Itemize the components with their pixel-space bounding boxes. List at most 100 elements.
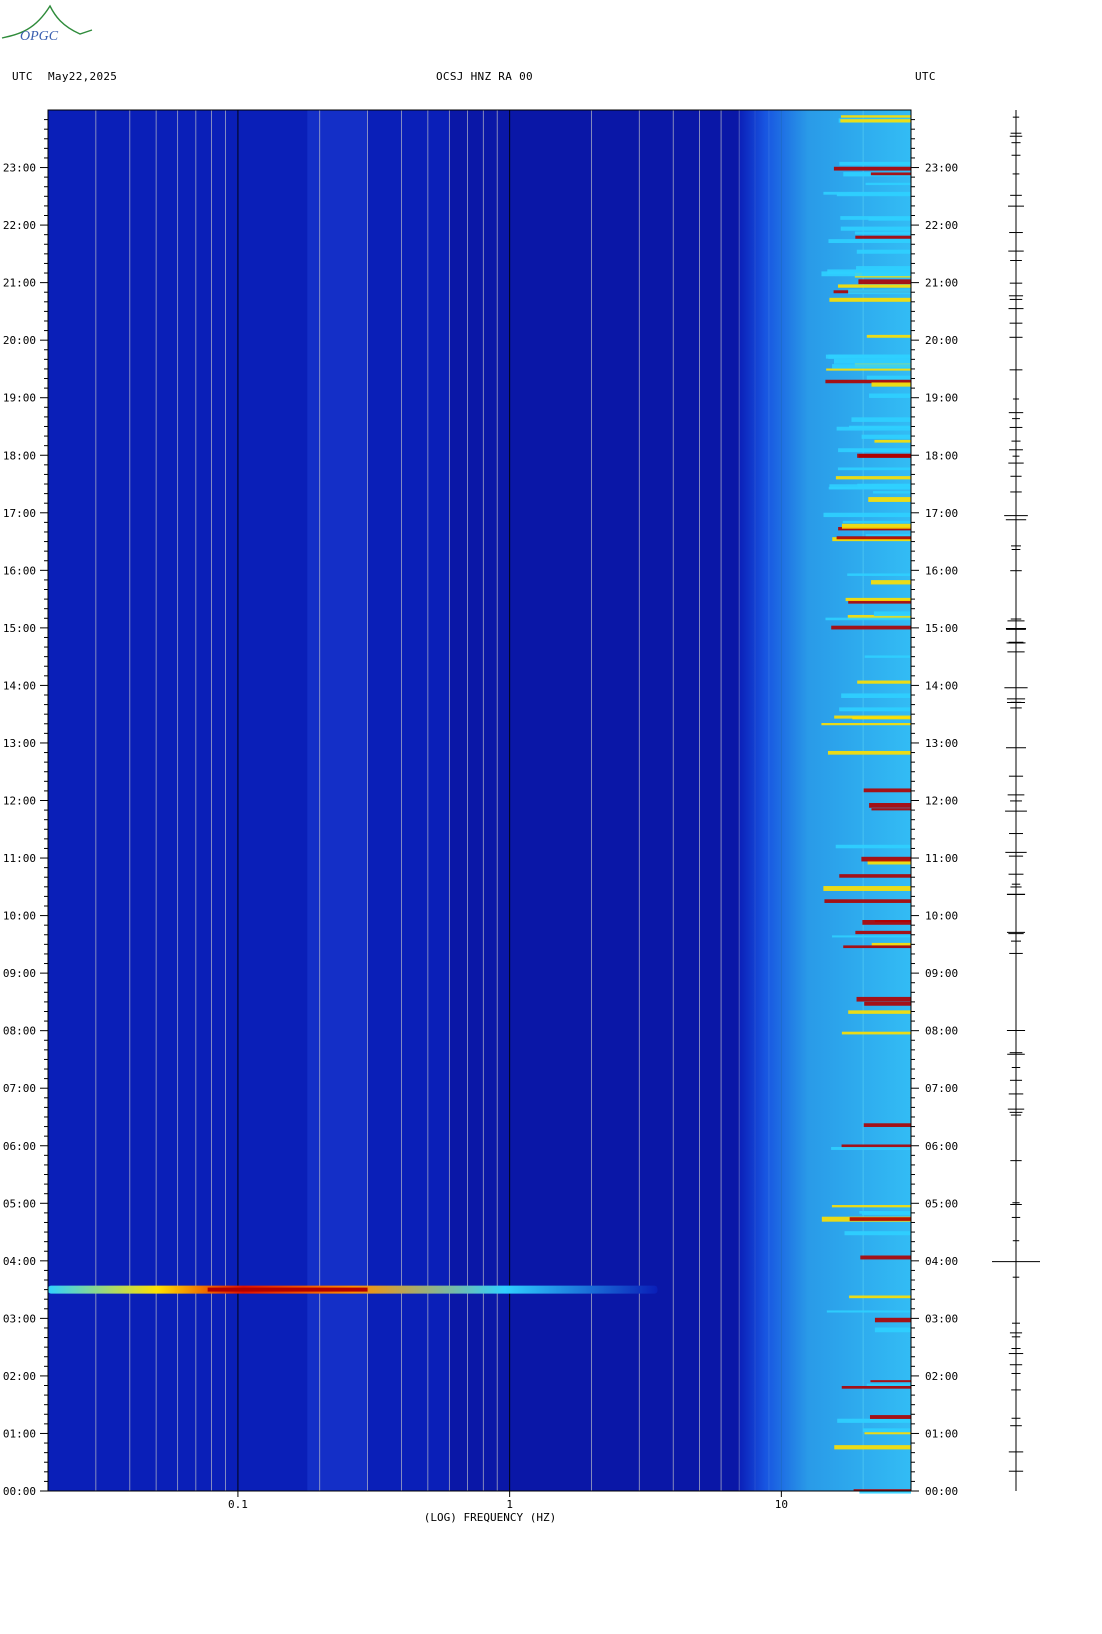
y-tick-label-left: 19:00	[3, 392, 36, 405]
activity-streak	[869, 1415, 911, 1419]
activity-streak	[821, 723, 911, 726]
activity-streak	[840, 119, 911, 123]
activity-streak	[824, 899, 911, 903]
y-tick-label-right: 08:00	[925, 1025, 958, 1038]
y-tick-label-right: 04:00	[925, 1255, 958, 1268]
activity-streak	[825, 379, 911, 384]
x-tick-label: 0.1	[228, 1498, 248, 1511]
activity-streak	[838, 448, 911, 453]
activity-streak	[826, 368, 911, 371]
y-tick-label-left: 18:00	[3, 449, 36, 462]
y-tick-label-left: 22:00	[3, 219, 36, 232]
activity-streak	[837, 467, 911, 471]
activity-streak	[862, 272, 911, 276]
activity-streak	[823, 512, 911, 518]
y-tick-label-left: 07:00	[3, 1082, 36, 1095]
activity-streak	[855, 235, 911, 239]
activity-streak	[859, 1490, 911, 1494]
y-tick-label-right: 19:00	[925, 392, 958, 405]
y-tick-label-right: 16:00	[925, 564, 958, 577]
activity-streak	[841, 1385, 911, 1389]
activity-streak	[863, 1123, 911, 1127]
activity-streak	[825, 617, 911, 621]
y-tick-label-right: 21:00	[925, 277, 958, 290]
y-tick-label-right: 02:00	[925, 1370, 958, 1383]
y-tick-label-left: 01:00	[3, 1427, 36, 1440]
y-tick-label-right: 10:00	[925, 910, 958, 923]
activity-streak	[874, 1317, 911, 1323]
high-frequency-noise-band	[739, 110, 911, 1494]
y-tick-label-left: 08:00	[3, 1025, 36, 1038]
y-tick-label-left: 17:00	[3, 507, 36, 520]
activity-streak	[871, 942, 911, 946]
y-tick-label-right: 20:00	[925, 334, 958, 347]
microseism-band	[307, 110, 368, 1491]
y-tick-label-right: 05:00	[925, 1197, 958, 1210]
y-tick-label-right: 09:00	[925, 967, 958, 980]
activity-streak	[831, 1205, 911, 1208]
activity-streak	[831, 625, 911, 630]
y-tick-label-right: 18:00	[925, 449, 958, 462]
activity-streak	[843, 945, 911, 949]
activity-streak	[834, 1445, 911, 1450]
y-tick-label-left: 06:00	[3, 1140, 36, 1153]
y-tick-label-left: 15:00	[3, 622, 36, 635]
y-axis-right: 00:00 01:00 02:00 03:00 04:00 05:00 06:00 07:00…	[911, 119, 958, 1498]
activity-streak	[840, 226, 911, 231]
right-timezone-label: UTC	[915, 70, 936, 83]
activity-streak	[838, 526, 911, 531]
date-label: May22,2025	[48, 70, 118, 83]
activity-streak	[836, 536, 911, 540]
activity-streak	[861, 1211, 911, 1216]
y-tick-label-left: 12:00	[3, 795, 36, 808]
y-tick-label-left: 02:00	[3, 1370, 36, 1383]
activity-streak	[841, 1144, 911, 1149]
events-layer	[48, 1285, 658, 1294]
activity-streak	[870, 1380, 911, 1383]
activity-streak	[845, 597, 911, 602]
activity-streak	[866, 1383, 911, 1386]
x-axis: 0.1 1 10	[228, 1491, 788, 1511]
activity-streak	[844, 1231, 911, 1236]
activity-streak	[823, 886, 911, 891]
activity-streak	[874, 439, 911, 443]
activity-streak	[870, 580, 911, 585]
y-tick-label-left: 13:00	[3, 737, 36, 750]
activity-streak	[864, 1001, 911, 1006]
activity-streak	[865, 182, 911, 186]
activity-streak	[841, 1031, 911, 1035]
activity-streak	[864, 655, 911, 658]
activity-streak	[828, 239, 911, 244]
y-tick-label-right: 12:00	[925, 795, 958, 808]
y-tick-label-left: 09:00	[3, 967, 36, 980]
activity-streak	[866, 334, 911, 338]
activity-streak	[848, 1010, 911, 1014]
y-tick-label-right: 01:00	[925, 1427, 958, 1440]
y-tick-label-right: 00:00	[925, 1485, 958, 1498]
y-tick-label-left: 14:00	[3, 679, 36, 692]
activity-streak	[823, 191, 911, 195]
activity-streak	[847, 614, 911, 620]
activity-streak	[832, 364, 911, 369]
activity-streak	[856, 996, 911, 1002]
y-tick-label-left: 05:00	[3, 1197, 36, 1210]
y-tick-label-left: 11:00	[3, 852, 36, 865]
y-tick-label-right: 13:00	[925, 737, 958, 750]
activity-streak	[849, 1217, 911, 1221]
activity-streak	[839, 161, 911, 166]
activity-streak	[863, 788, 911, 793]
activity-streak	[839, 707, 911, 712]
activity-streak	[849, 1295, 911, 1299]
activity-streak	[842, 520, 911, 524]
activity-streak	[861, 434, 911, 439]
activity-streak	[829, 297, 911, 302]
activity-streak	[840, 216, 911, 220]
activity-streak	[837, 284, 911, 288]
activity-streak	[839, 874, 911, 878]
activity-streak	[858, 279, 911, 285]
noise-band-fill	[739, 110, 911, 1491]
activity-streak	[869, 803, 911, 808]
activity-streak	[866, 375, 911, 381]
activity-streak	[833, 166, 911, 171]
